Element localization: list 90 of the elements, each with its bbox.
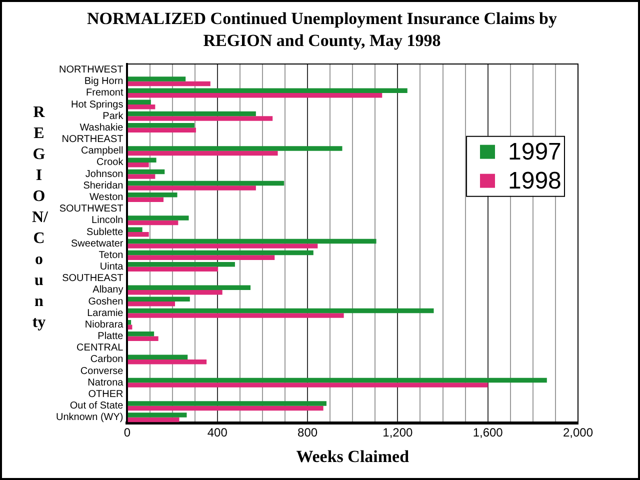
bar bbox=[128, 302, 176, 306]
y-tick-label: Hot Springs bbox=[70, 99, 124, 110]
x-tick-label: 1,600 bbox=[472, 426, 504, 440]
bar bbox=[128, 238, 376, 244]
bar bbox=[128, 266, 218, 272]
y-tick-label: Campbell bbox=[80, 146, 124, 157]
bar bbox=[128, 359, 207, 364]
y-tick-label: Albany bbox=[92, 284, 124, 296]
y-tick-label: Johnson bbox=[85, 168, 124, 180]
bar bbox=[128, 336, 158, 342]
x-tick-label: 400 bbox=[207, 426, 228, 440]
text: REGION/County bbox=[32, 104, 48, 331]
bar bbox=[128, 401, 326, 406]
bar bbox=[128, 382, 488, 388]
x-tick-label: 2,000 bbox=[562, 426, 594, 440]
y-tick-label: Sublette bbox=[86, 226, 124, 238]
y-tick-label: Out of State bbox=[70, 400, 124, 412]
bar bbox=[128, 406, 324, 411]
bar bbox=[128, 285, 251, 290]
bar bbox=[128, 76, 186, 82]
bar bbox=[128, 232, 149, 237]
bar bbox=[128, 324, 132, 330]
bar bbox=[128, 313, 344, 318]
x-tick-label: 800 bbox=[298, 426, 318, 440]
y-tick-label: SOUTHEAST bbox=[62, 273, 124, 284]
y-tick-label: Natrona bbox=[88, 377, 124, 388]
y-tick-label: Teton bbox=[98, 250, 124, 261]
y-tick-label: Sheridan bbox=[83, 180, 124, 192]
bar bbox=[128, 158, 156, 162]
bar bbox=[128, 216, 189, 220]
bar bbox=[128, 227, 142, 232]
bar bbox=[128, 332, 154, 336]
y-tick-label: Washakie bbox=[80, 122, 124, 134]
bar bbox=[128, 169, 165, 174]
y-tick-label: Big Horn bbox=[84, 76, 124, 88]
x-tick-label: 1,200 bbox=[382, 426, 414, 440]
bar bbox=[128, 320, 132, 325]
bar bbox=[128, 250, 314, 256]
bar bbox=[128, 150, 278, 156]
bar bbox=[128, 308, 434, 314]
y-tick-label: Uinta bbox=[100, 262, 124, 273]
bar bbox=[128, 111, 256, 116]
y-tick-label: Goshen bbox=[88, 296, 124, 308]
bar bbox=[128, 162, 149, 168]
y-tick-label: Lincoln bbox=[92, 215, 124, 226]
y-tick-label: OTHER bbox=[88, 388, 124, 400]
bar bbox=[128, 417, 180, 422]
y-tick-label: NORTHWEST bbox=[58, 64, 124, 76]
y-tick-label: CENTRAL bbox=[76, 342, 124, 354]
y-tick-label: Crook bbox=[96, 157, 124, 168]
bar bbox=[128, 174, 156, 179]
chart-title: NORMALIZED Continued Unemployment Insurance Claims by REGION and County, May 1998 bbox=[87, 8, 557, 52]
y-tick-label: Laramie bbox=[87, 308, 124, 319]
bar bbox=[128, 180, 284, 186]
y-tick-label: Converse bbox=[80, 366, 124, 377]
bar bbox=[128, 104, 156, 110]
x-axis-title: Weeks Claimed bbox=[296, 447, 410, 466]
bar bbox=[128, 262, 235, 267]
bar bbox=[128, 192, 178, 198]
y-tick-label: NORTHEAST bbox=[62, 134, 124, 146]
legend-label: 1998 bbox=[508, 167, 562, 194]
y-tick-label: Park bbox=[102, 110, 124, 122]
bar bbox=[128, 116, 273, 121]
bar bbox=[128, 290, 222, 295]
bar bbox=[128, 128, 196, 132]
bar bbox=[128, 296, 190, 302]
bar bbox=[128, 100, 151, 105]
bar bbox=[128, 146, 342, 151]
legend-label: 1997 bbox=[508, 138, 562, 166]
bar bbox=[128, 81, 210, 86]
bar bbox=[128, 186, 256, 190]
y-tick-label: Niobrara bbox=[84, 319, 124, 330]
bar bbox=[128, 354, 188, 360]
bar bbox=[128, 412, 187, 418]
bar bbox=[128, 244, 318, 248]
bar bbox=[128, 220, 178, 226]
y-tick-label: Weston bbox=[90, 192, 124, 203]
bar bbox=[128, 197, 164, 202]
y-tick-label: Fremont bbox=[86, 88, 124, 99]
bar bbox=[128, 378, 547, 383]
y-tick-label: Platte bbox=[98, 331, 124, 342]
bar bbox=[128, 255, 275, 260]
y-tick-label: Unknown (WY) bbox=[56, 412, 124, 424]
y-tick-label: SOUTHWEST bbox=[59, 204, 124, 215]
bar bbox=[128, 92, 382, 98]
bar bbox=[128, 122, 194, 128]
bar bbox=[128, 88, 408, 93]
y-tick-label: Sweetwater bbox=[70, 238, 124, 250]
x-tick-label: 0 bbox=[124, 426, 131, 440]
y-tick-label: Carbon bbox=[90, 354, 124, 366]
